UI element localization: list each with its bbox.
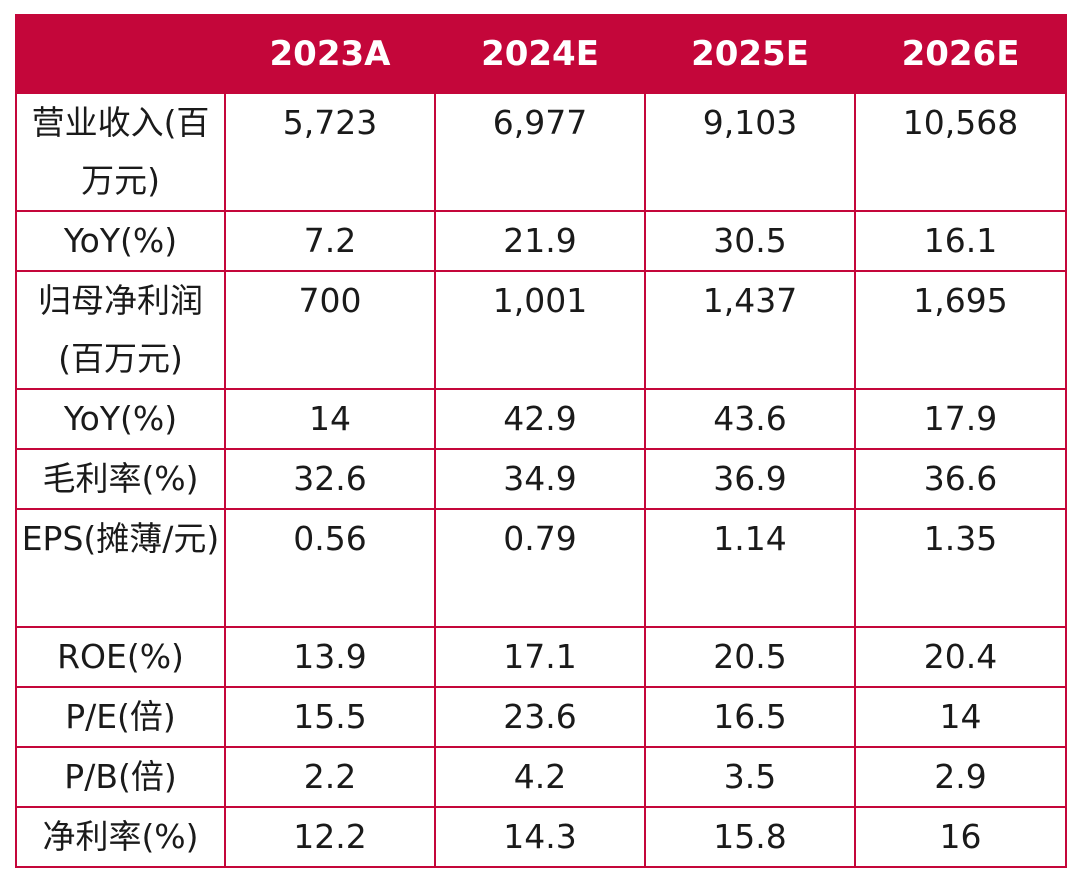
table-cell: 14.3 <box>434 806 646 868</box>
row-label: ROE(%) <box>15 626 226 688</box>
financial-forecast-table: 2023A 2024E 2025E 2026E 营业收入(百万元) 5,723 … <box>15 14 1067 868</box>
table-cell: 21.9 <box>434 210 646 272</box>
table-header-row: 2023A 2024E 2025E 2026E <box>15 14 1067 94</box>
table-cell: 1.35 <box>854 508 1067 628</box>
table-cell: 1,695 <box>854 270 1067 390</box>
table-cell: 43.6 <box>644 388 856 450</box>
table-cell: 42.9 <box>434 388 646 450</box>
table-cell: 0.79 <box>434 508 646 628</box>
table-cell: 20.5 <box>644 626 856 688</box>
table-cell: 15.5 <box>224 686 436 748</box>
table-cell: 9,103 <box>644 92 856 212</box>
header-cell-2026e: 2026E <box>854 14 1067 94</box>
table-row-revenue: 营业收入(百万元) 5,723 6,977 9,103 10,568 <box>15 92 1067 212</box>
header-cell-2023a: 2023A <box>224 14 436 94</box>
table-cell: 3.5 <box>644 746 856 808</box>
table-cell: 16.5 <box>644 686 856 748</box>
table-cell: 0.56 <box>224 508 436 628</box>
table-cell: 14 <box>854 686 1067 748</box>
table-row-gross-margin: 毛利率(%) 32.6 34.9 36.9 36.6 <box>15 448 1067 510</box>
table-cell: 17.1 <box>434 626 646 688</box>
table-row-net-margin: 净利率(%) 12.2 14.3 15.8 16 <box>15 806 1067 868</box>
table-cell: 700 <box>224 270 436 390</box>
table-row-revenue-yoy: YoY(%) 7.2 21.9 30.5 16.1 <box>15 210 1067 272</box>
row-label: YoY(%) <box>15 388 226 450</box>
table-cell: 1,437 <box>644 270 856 390</box>
table-cell: 36.9 <box>644 448 856 510</box>
row-label: P/B(倍) <box>15 746 226 808</box>
table-cell: 6,977 <box>434 92 646 212</box>
table-cell: 16.1 <box>854 210 1067 272</box>
table-cell: 10,568 <box>854 92 1067 212</box>
table-cell: 2.2 <box>224 746 436 808</box>
table-cell: 4.2 <box>434 746 646 808</box>
table-cell: 15.8 <box>644 806 856 868</box>
table-cell: 34.9 <box>434 448 646 510</box>
table-cell: 5,723 <box>224 92 436 212</box>
table-cell: 17.9 <box>854 388 1067 450</box>
row-label: 归母净利润(百万元) <box>15 270 226 390</box>
table-cell: 36.6 <box>854 448 1067 510</box>
table-cell: 20.4 <box>854 626 1067 688</box>
row-label: YoY(%) <box>15 210 226 272</box>
row-label: EPS(摊薄/元) <box>15 508 226 628</box>
table-row-pb: P/B(倍) 2.2 4.2 3.5 2.9 <box>15 746 1067 808</box>
row-label: 净利率(%) <box>15 806 226 868</box>
table-cell: 23.6 <box>434 686 646 748</box>
table-row-pe: P/E(倍) 15.5 23.6 16.5 14 <box>15 686 1067 748</box>
table-cell: 32.6 <box>224 448 436 510</box>
table-row-eps: EPS(摊薄/元) 0.56 0.79 1.14 1.35 <box>15 508 1067 628</box>
row-label: P/E(倍) <box>15 686 226 748</box>
table-cell: 2.9 <box>854 746 1067 808</box>
row-label: 毛利率(%) <box>15 448 226 510</box>
table-cell: 30.5 <box>644 210 856 272</box>
header-cell-2025e: 2025E <box>644 14 856 94</box>
table-cell: 13.9 <box>224 626 436 688</box>
table-cell: 12.2 <box>224 806 436 868</box>
table-cell: 7.2 <box>224 210 436 272</box>
row-label: 营业收入(百万元) <box>15 92 226 212</box>
table-cell: 14 <box>224 388 436 450</box>
table-row-net-profit-yoy: YoY(%) 14 42.9 43.6 17.9 <box>15 388 1067 450</box>
header-cell-metric <box>15 14 226 94</box>
table-row-net-profit: 归母净利润(百万元) 700 1,001 1,437 1,695 <box>15 270 1067 390</box>
table-row-roe: ROE(%) 13.9 17.1 20.5 20.4 <box>15 626 1067 688</box>
table-cell: 1.14 <box>644 508 856 628</box>
table-cell: 1,001 <box>434 270 646 390</box>
financial-forecast-table-container: 2023A 2024E 2025E 2026E 营业收入(百万元) 5,723 … <box>15 14 1067 868</box>
header-cell-2024e: 2024E <box>434 14 646 94</box>
table-cell: 16 <box>854 806 1067 868</box>
